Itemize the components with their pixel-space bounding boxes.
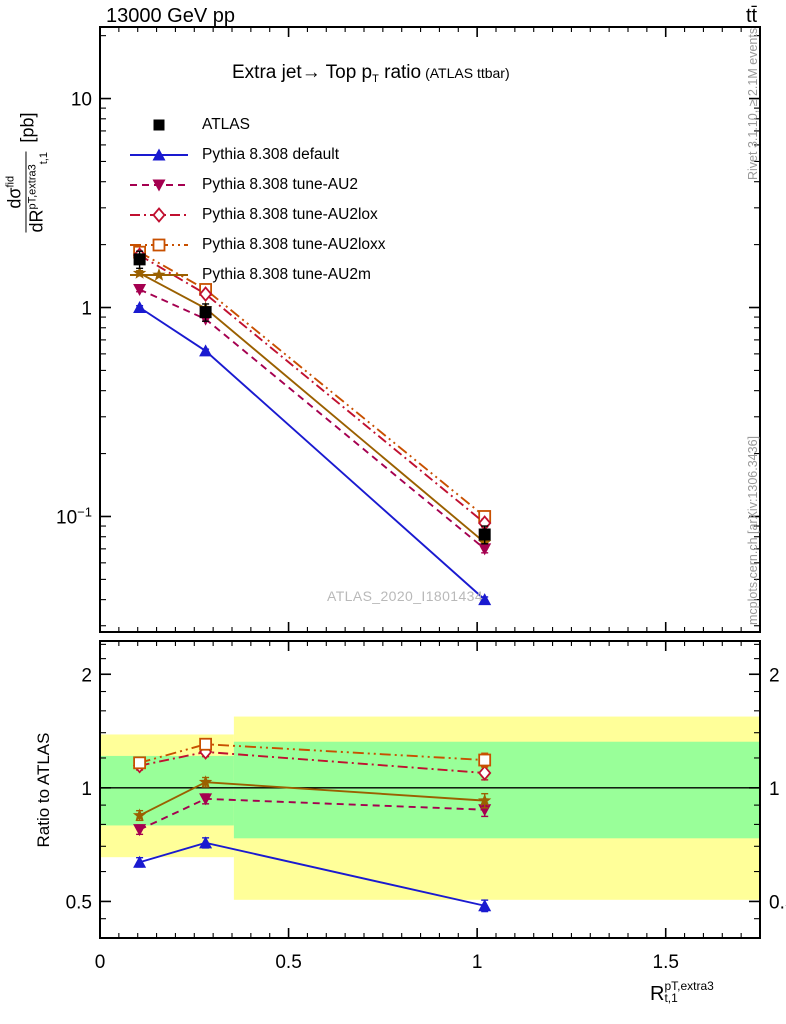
y-den-sup: pT,extra3: [26, 164, 39, 210]
y-den: dR: [26, 209, 47, 233]
title-main-sub: T: [372, 73, 379, 86]
ratio-series-line-3: [139, 743, 485, 764]
plot-title: Extra jet→ Top pT ratio (ATLAS ttbar): [232, 62, 510, 85]
x-sup: pT,extra3: [664, 979, 714, 993]
legend-swatch: [128, 204, 190, 226]
legend-marker: [152, 238, 166, 252]
y-num: dσ: [4, 187, 25, 209]
legend-item-0[interactable]: ATLAS: [128, 110, 386, 140]
marker-square-filled: [199, 306, 212, 319]
main-series-line-2: [139, 272, 486, 544]
marker-star: [198, 775, 213, 788]
marker-star: [478, 793, 492, 807]
marker-triangle-down: [133, 283, 147, 296]
legend-label: Pythia 8.308 tune-AU2lox: [202, 206, 378, 223]
x-tick-label: 1: [472, 952, 483, 973]
legend-label: Pythia 8.308 tune-AU2loxx: [202, 236, 386, 253]
marker-triangle-up: [478, 899, 492, 912]
legend-marker: [152, 268, 166, 281]
marker-star: [132, 266, 147, 279]
y-tick-label-main: 1: [81, 299, 92, 320]
legend-item-5[interactable]: Pythia 8.308 tune-AU2m: [128, 260, 386, 290]
y-tick-label-main: 10: [71, 90, 92, 111]
marker-diamond-open: [478, 765, 492, 781]
y-num-sup: fid: [4, 175, 17, 188]
legend-swatch: [128, 234, 190, 256]
marker-square-open: [133, 756, 147, 770]
marker-triangle-down: [133, 824, 147, 837]
legend-label: Pythia 8.308 tune-AU2: [202, 176, 358, 193]
legend-item-4[interactable]: Pythia 8.308 tune-AU2loxx: [128, 230, 386, 260]
ratio-band-green-0: [100, 755, 234, 826]
marker-star: [132, 808, 147, 822]
y-unit: [pb]: [17, 112, 38, 143]
legend-item-2[interactable]: Pythia 8.308 tune-AU2: [128, 170, 386, 200]
x-tick-label: 1.5: [653, 952, 679, 973]
beam-energy-label: 13000 GeV pp: [106, 5, 235, 27]
legend-marker: [152, 148, 166, 161]
y-tick-label-ratio-right: 1: [769, 779, 780, 800]
marker-square-filled: [478, 528, 491, 541]
main-series-line-4: [139, 306, 486, 601]
legend-swatch: [128, 114, 190, 136]
y-axis-label-ratio: Ratio to ATLAS: [34, 732, 53, 848]
main-series-line-0: [139, 251, 486, 518]
legend-label: Pythia 8.308 tune-AU2m: [202, 266, 371, 283]
marker-square-filled: [133, 253, 146, 266]
process-label: tt̄: [746, 5, 758, 27]
mcplots-label: mcplots.cern.ch [arXiv:1306.3436]: [746, 436, 760, 625]
marker-triangle-up: [478, 593, 492, 606]
marker-triangle-up: [199, 344, 213, 357]
y-tick-label-ratio: 2: [81, 665, 92, 686]
title-main: Extra jet→ Top p: [232, 62, 373, 83]
rivet-version-label: Rivet 3.1.10, ≥ 2.1M events: [746, 27, 760, 180]
marker-triangle-up: [199, 836, 213, 849]
legend-label: ATLAS: [202, 116, 250, 133]
title-tail: ratio: [378, 62, 422, 83]
main-series-line-3: [139, 288, 486, 550]
main-series-line-1: [139, 254, 486, 524]
y-tick-label-ratio: 0.5: [66, 892, 92, 913]
analysis-watermark: ATLAS_2020_I1801434: [327, 588, 484, 604]
legend-marker: [152, 207, 166, 223]
legend: ATLAS Pythia 8.308 default Pythia 8.308 tu…: [128, 110, 386, 290]
legend-swatch: [128, 174, 190, 196]
y-axis-label-main: dσfid dRpT,extra3t,1 [pb]: [4, 93, 50, 253]
marker-triangle-down: [478, 543, 492, 556]
legend-swatch: [128, 144, 190, 166]
legend-marker: [152, 179, 166, 192]
x-tick-label: 0.5: [275, 952, 301, 973]
marker-square-open: [199, 737, 213, 751]
y-tick-label-ratio-right: 0.5: [769, 892, 786, 913]
marker-triangle-down: [199, 793, 213, 806]
y-den-sub: t,1: [37, 152, 50, 165]
y-tick-label-main: 10−1: [56, 504, 92, 528]
marker-triangle-up: [133, 855, 147, 868]
ratio-panel-frame: [99, 640, 761, 939]
y-tick-label-ratio: 1: [81, 779, 92, 800]
legend-label: Pythia 8.308 default: [202, 146, 340, 163]
title-paren: (ATLAS ttbar): [425, 65, 510, 81]
legend-item-3[interactable]: Pythia 8.308 tune-AU2lox: [128, 200, 386, 230]
legend-marker: [153, 119, 165, 131]
legend-swatch: [128, 264, 190, 286]
y-tick-label-ratio-right: 2: [769, 665, 780, 686]
x-tick-label: 0: [95, 952, 106, 973]
x-sub: t,1: [664, 991, 678, 1005]
x-base: R: [650, 983, 665, 1005]
marker-square-open: [478, 753, 492, 767]
legend-item-1[interactable]: Pythia 8.308 default: [128, 140, 386, 170]
marker-triangle-up: [133, 301, 147, 314]
main-panel-frame: [99, 26, 761, 633]
marker-diamond-open: [198, 286, 213, 302]
